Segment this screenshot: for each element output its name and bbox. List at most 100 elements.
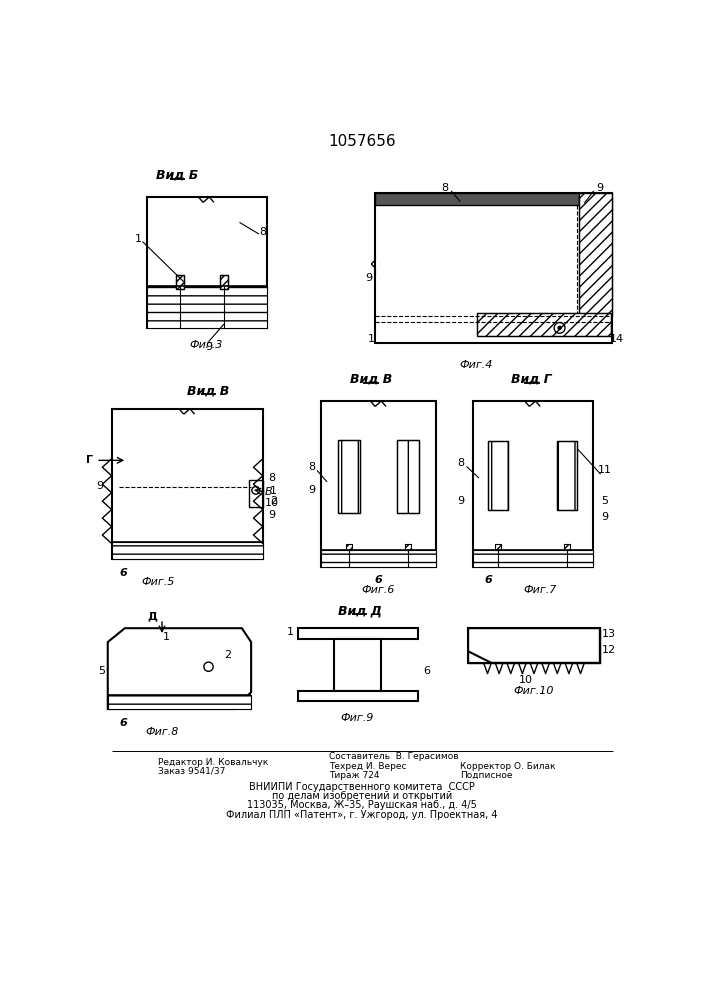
Text: Редактор И. Ковальчук: Редактор И. Ковальчук <box>158 758 269 767</box>
Bar <box>564 543 571 550</box>
Bar <box>298 691 418 701</box>
Text: 6: 6 <box>484 575 492 585</box>
Text: 1057656: 1057656 <box>328 134 396 149</box>
Text: Вид В: Вид В <box>350 373 392 386</box>
Bar <box>334 639 380 691</box>
Bar <box>375 193 612 343</box>
Bar <box>489 441 508 510</box>
Bar <box>321 401 436 567</box>
Text: 1: 1 <box>163 632 170 642</box>
Text: 6: 6 <box>374 575 382 585</box>
Bar <box>107 695 251 709</box>
Text: 6: 6 <box>119 568 127 578</box>
Text: Филиал ПЛП «Патент», г. Ужгород, ул. Проектная, 4: Филиал ПЛП «Патент», г. Ужгород, ул. Про… <box>226 810 498 820</box>
Bar <box>112 409 263 559</box>
Polygon shape <box>468 628 600 663</box>
Bar <box>375 193 579 205</box>
Bar <box>404 543 411 550</box>
Bar <box>112 542 263 559</box>
Bar <box>477 312 611 336</box>
Bar <box>146 286 267 328</box>
Text: по делам изобретений и открытий: по делам изобретений и открытий <box>271 791 452 801</box>
Bar <box>473 401 593 567</box>
Bar <box>321 550 436 567</box>
Bar <box>468 628 600 663</box>
Text: 11: 11 <box>597 465 612 475</box>
Text: 9: 9 <box>205 342 212 352</box>
Text: Тираж 724: Тираж 724 <box>329 771 379 780</box>
Text: Вид Г: Вид Г <box>511 373 552 386</box>
Text: 8: 8 <box>259 227 267 237</box>
Text: 5: 5 <box>601 496 608 506</box>
Bar <box>176 275 184 289</box>
Bar <box>477 312 611 336</box>
Circle shape <box>558 326 561 329</box>
Text: 9: 9 <box>596 183 604 193</box>
Bar <box>298 628 418 639</box>
Text: 12: 12 <box>602 645 617 655</box>
Text: Фиг.4: Фиг.4 <box>459 360 493 370</box>
Text: 10: 10 <box>519 675 533 685</box>
Text: Вид В: Вид В <box>187 385 230 398</box>
Text: Подписное: Подписное <box>460 771 513 780</box>
Bar <box>495 543 501 550</box>
Text: 9: 9 <box>269 510 276 520</box>
Bar <box>338 440 360 513</box>
Bar <box>468 628 600 663</box>
Bar <box>220 275 228 289</box>
Text: 5: 5 <box>98 666 105 676</box>
Text: Техред И. Верес: Техред И. Верес <box>329 762 406 771</box>
Bar <box>495 543 501 550</box>
Bar <box>557 441 578 510</box>
Bar <box>249 480 263 507</box>
Text: Фиг.9: Фиг.9 <box>341 713 374 723</box>
Bar <box>489 441 508 510</box>
Text: 1: 1 <box>368 334 375 344</box>
Text: Вид Д: Вид Д <box>338 605 382 618</box>
Text: 9: 9 <box>366 273 373 283</box>
Bar <box>564 543 571 550</box>
Text: В: В <box>265 487 273 497</box>
Text: 2: 2 <box>224 650 231 660</box>
Text: 13: 13 <box>602 629 617 639</box>
Text: Фиг.10: Фиг.10 <box>514 686 554 696</box>
Bar <box>176 275 184 289</box>
Bar <box>397 440 419 513</box>
Text: Фиг.5: Фиг.5 <box>141 577 175 587</box>
Text: Фиг.6: Фиг.6 <box>361 585 395 595</box>
Text: Фиг.3: Фиг.3 <box>189 340 223 350</box>
Text: 8: 8 <box>308 462 315 472</box>
Text: Д: Д <box>148 612 158 622</box>
Text: 6: 6 <box>423 666 431 676</box>
Text: Фиг.8: Фиг.8 <box>146 727 179 737</box>
Text: 8: 8 <box>441 183 448 193</box>
Text: 2: 2 <box>270 496 277 506</box>
Bar <box>404 543 411 550</box>
Text: 9: 9 <box>96 481 103 491</box>
Bar <box>338 440 360 513</box>
Text: Фиг.7: Фиг.7 <box>523 585 557 595</box>
Text: Корректор О. Билак: Корректор О. Билак <box>460 762 556 771</box>
Text: Составитель  В. Герасимов: Составитель В. Герасимов <box>329 752 458 761</box>
Bar <box>473 550 593 567</box>
Text: 9: 9 <box>457 496 464 506</box>
Bar <box>346 543 352 550</box>
Bar <box>579 193 612 316</box>
Text: 9: 9 <box>601 512 608 522</box>
Text: 9: 9 <box>308 485 315 495</box>
Text: 8: 8 <box>457 458 464 468</box>
Bar <box>220 275 228 289</box>
Text: 113035, Москва, Ж–35, Раушская наб., д. 4/5: 113035, Москва, Ж–35, Раушская наб., д. … <box>247 800 477 810</box>
Text: ВНИИПИ Государственного комитета  СССР: ВНИИПИ Государственного комитета СССР <box>249 782 475 792</box>
Text: Заказ 9541/37: Заказ 9541/37 <box>158 767 226 776</box>
Bar <box>146 197 267 328</box>
Text: 14: 14 <box>610 334 624 344</box>
Text: 1: 1 <box>134 234 141 244</box>
Text: 8: 8 <box>269 473 276 483</box>
Bar <box>346 543 352 550</box>
Bar <box>397 440 419 513</box>
Bar <box>579 193 612 316</box>
Text: 1: 1 <box>270 486 277 496</box>
Text: 10: 10 <box>265 498 279 508</box>
Bar <box>557 441 578 510</box>
